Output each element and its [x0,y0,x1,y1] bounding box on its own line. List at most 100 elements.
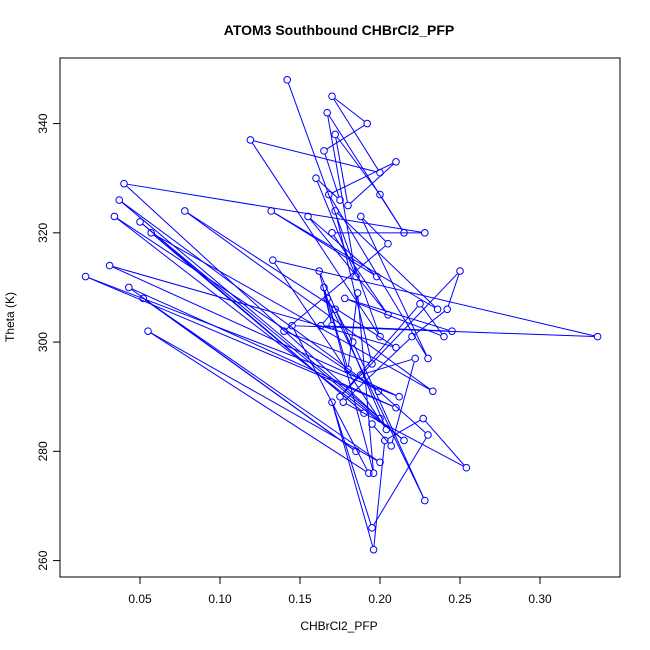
series-segment [347,298,449,331]
y-tick-label: 280 [36,441,50,461]
series-segment [322,311,334,324]
data-point [288,321,296,330]
series-segment [331,162,394,194]
data-point [344,365,352,374]
data-point [376,190,384,199]
data-point [392,158,400,166]
data-point [424,431,432,439]
data-point [349,338,357,346]
data-point [328,398,336,406]
data-point [267,207,276,215]
series-segment [425,420,465,466]
series-segment [145,299,378,461]
data-point [357,371,365,379]
data-point [344,201,352,210]
data-point [328,321,336,330]
series-segment [334,97,365,122]
data-point [81,272,90,281]
series-segment [336,136,379,193]
data-point [360,409,368,417]
data-point [144,327,152,335]
data-point [369,469,378,478]
series-segment [153,234,362,412]
data-point [440,332,448,341]
data-point [429,387,437,396]
data-point [181,207,189,215]
series-lines [88,82,595,547]
series-segment [414,310,445,335]
data-point [304,212,312,221]
data-point [374,387,383,396]
data-point [456,267,464,275]
data-point [381,436,389,445]
x-tick-label: 0.20 [368,592,392,606]
series-segment [447,274,460,307]
data-point [105,261,114,270]
series-segment [421,306,443,335]
series-segment [150,332,367,472]
series-segment [121,201,378,417]
x-tick-label: 0.25 [448,592,472,606]
data-point [115,196,123,204]
data-point [312,174,320,182]
series-segment [347,296,358,367]
data-point [448,327,456,335]
series-segment [310,218,375,275]
series-segment [116,217,376,390]
series-points [81,76,602,554]
data-point [352,272,360,281]
data-point [315,267,324,275]
chart-title: ATOM3 Southbound CHBrCl2_PFP [224,22,454,38]
series-segment [116,218,402,439]
data-point [328,92,336,101]
data-point [328,229,336,237]
series-segment [316,181,356,274]
series-segment [187,212,394,347]
series-segment [333,235,387,313]
data-point [387,442,396,450]
series-segment [337,212,436,308]
data-point [336,392,344,401]
series-segment [324,290,332,323]
y-axis: 260 280 300 320 340 [36,113,61,571]
data-point [365,469,373,478]
data-point [120,179,128,188]
data-point [110,212,119,221]
series-segment [326,124,365,150]
series-segment [145,299,354,450]
series-segment [381,197,403,231]
data-point [363,119,372,128]
data-point [325,190,333,199]
series-segment [318,180,338,199]
data-point [419,414,428,423]
data-point [376,458,384,467]
data-point [593,332,602,341]
series-segment [350,163,394,204]
x-tick-label: 0.30 [528,592,552,606]
data-point [376,168,384,177]
series-segment [88,277,394,407]
x-axis: 0.05 0.10 0.15 0.20 0.25 0.30 [128,576,552,606]
series-segment [187,212,431,390]
data-point [331,130,340,139]
series-segment [126,185,378,417]
data-point [147,229,155,237]
data-point [368,360,376,368]
series-segment [341,306,419,395]
data-point [424,354,432,363]
x-tick-label: 0.15 [288,592,312,606]
data-point [408,332,416,341]
series-segment [391,361,415,443]
data-point [384,310,392,319]
series-segment [131,288,394,407]
data-point [136,218,144,226]
data-point [392,403,400,412]
data-point [357,212,365,221]
data-point [323,108,332,117]
series-segment [332,405,374,547]
series-segment [286,245,386,330]
y-tick-label: 340 [36,113,50,133]
series-segment [142,223,402,439]
data-point [382,425,391,434]
y-tick-label: 300 [36,332,50,352]
